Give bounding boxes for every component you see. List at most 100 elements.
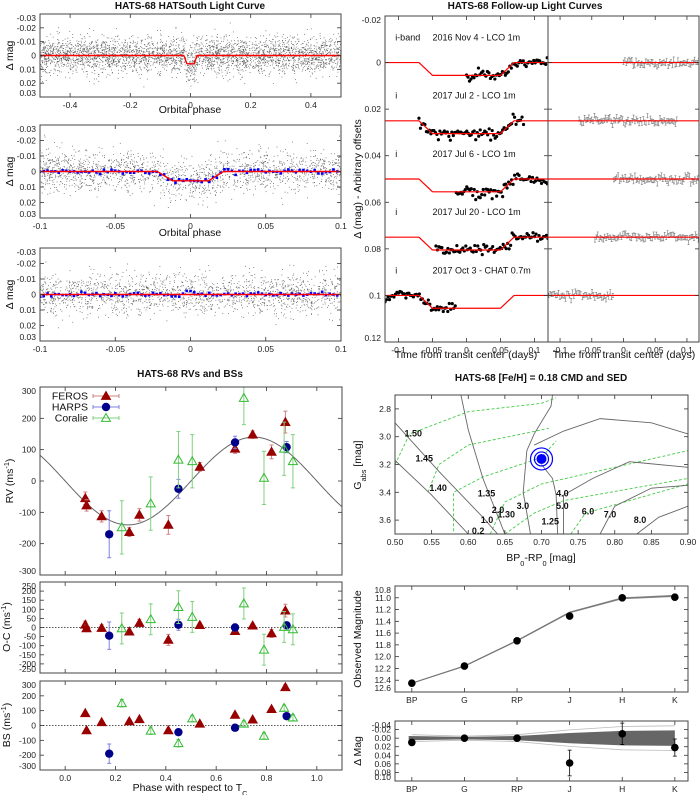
photometry-point (219, 52, 221, 54)
photometry-point (49, 159, 51, 161)
photometry-point (169, 48, 171, 50)
photometry-point (66, 53, 68, 54)
photometry-point (94, 157, 96, 159)
photometry-point (150, 69, 152, 71)
photometry-point (242, 51, 243, 53)
photometry-point (162, 60, 164, 62)
photometry-point (144, 38, 146, 40)
photometry-point (119, 52, 121, 54)
photometry-point (206, 181, 208, 183)
photometry-point (320, 48, 321, 50)
photometry-point (181, 32, 183, 33)
photometry-point (44, 46, 46, 48)
photometry-point (190, 177, 192, 179)
photometry-point (261, 53, 263, 55)
photometry-point (329, 51, 331, 53)
photometry-point (282, 59, 284, 61)
photometry-point (257, 181, 259, 183)
photometry-point (157, 48, 158, 50)
photometry-point (124, 60, 125, 62)
photometry-point (276, 62, 278, 64)
photometry-point (258, 52, 260, 54)
photometry-point (60, 57, 62, 59)
photometry-point (326, 54, 327, 55)
photometry-point (104, 41, 106, 43)
photometry-point (325, 48, 327, 50)
photometry-point (325, 59, 327, 61)
photometry-point (199, 197, 201, 198)
photometry-point (149, 50, 150, 52)
photometry-point (195, 71, 197, 72)
photometry-point (55, 159, 57, 161)
photometry-point (326, 59, 327, 60)
photometry-point (84, 178, 86, 180)
photometry-point (305, 174, 307, 176)
photometry-point (120, 70, 122, 72)
photometry-point (57, 59, 58, 60)
photometry-point (169, 63, 171, 65)
photometry-point (325, 181, 327, 183)
photometry-point (327, 52, 329, 54)
photometry-point (42, 47, 44, 49)
photometry-point (139, 61, 141, 62)
photometry-point (120, 164, 122, 166)
photometry-point (257, 65, 259, 66)
photometry-point (124, 51, 126, 53)
photometry-point (333, 185, 335, 187)
photometry-point (285, 177, 287, 179)
photometry-point (160, 33, 161, 35)
photometry-point (176, 54, 178, 55)
photometry-point (62, 45, 64, 47)
photometry-point (300, 57, 302, 58)
photometry-point (133, 166, 134, 167)
photometry-point (316, 65, 318, 67)
photometry-point (125, 53, 127, 55)
photometry-point (223, 182, 225, 184)
photometry-point (223, 165, 224, 167)
photometry-point (83, 64, 85, 65)
photometry-point (108, 63, 110, 65)
photometry-point (128, 56, 129, 58)
photometry-point (246, 184, 248, 186)
photometry-point (294, 58, 296, 60)
photometry-point (220, 186, 221, 188)
photometry-point (316, 67, 318, 69)
photometry-point (265, 46, 267, 48)
photometry-point (305, 50, 307, 51)
photometry-point (215, 195, 217, 196)
photometry-point (192, 42, 194, 44)
photometry-point (275, 63, 277, 64)
photometry-point (191, 79, 193, 80)
photometry-point (265, 179, 267, 181)
photometry-point (258, 176, 260, 178)
photometry-point (181, 58, 183, 60)
photometry-point (61, 46, 62, 48)
photometry-point (88, 156, 90, 158)
photometry-point (179, 40, 181, 42)
photometry-point (136, 58, 138, 60)
photometry-point (143, 59, 145, 61)
photometry-point (159, 73, 161, 74)
photometry-point (310, 156, 312, 158)
photometry-point (303, 181, 305, 182)
photometry-point (320, 46, 322, 48)
photometry-point (175, 49, 176, 51)
photometry-point (155, 48, 157, 50)
photometry-point (184, 181, 185, 183)
photometry-point (129, 67, 131, 69)
photometry-point (258, 59, 260, 61)
photometry-point (123, 169, 125, 170)
photometry-point (145, 46, 147, 48)
photometry-point (168, 59, 170, 61)
photometry-point (292, 172, 294, 174)
photometry-point (178, 44, 180, 46)
photometry-point (338, 194, 340, 195)
photometry-point (221, 41, 223, 42)
photometry-point (241, 77, 243, 78)
photometry-point (110, 57, 112, 59)
photometry-point (113, 60, 115, 61)
photometry-point (294, 188, 296, 190)
photometry-point (83, 65, 85, 67)
photometry-point (87, 61, 89, 63)
photometry-point (277, 173, 279, 175)
